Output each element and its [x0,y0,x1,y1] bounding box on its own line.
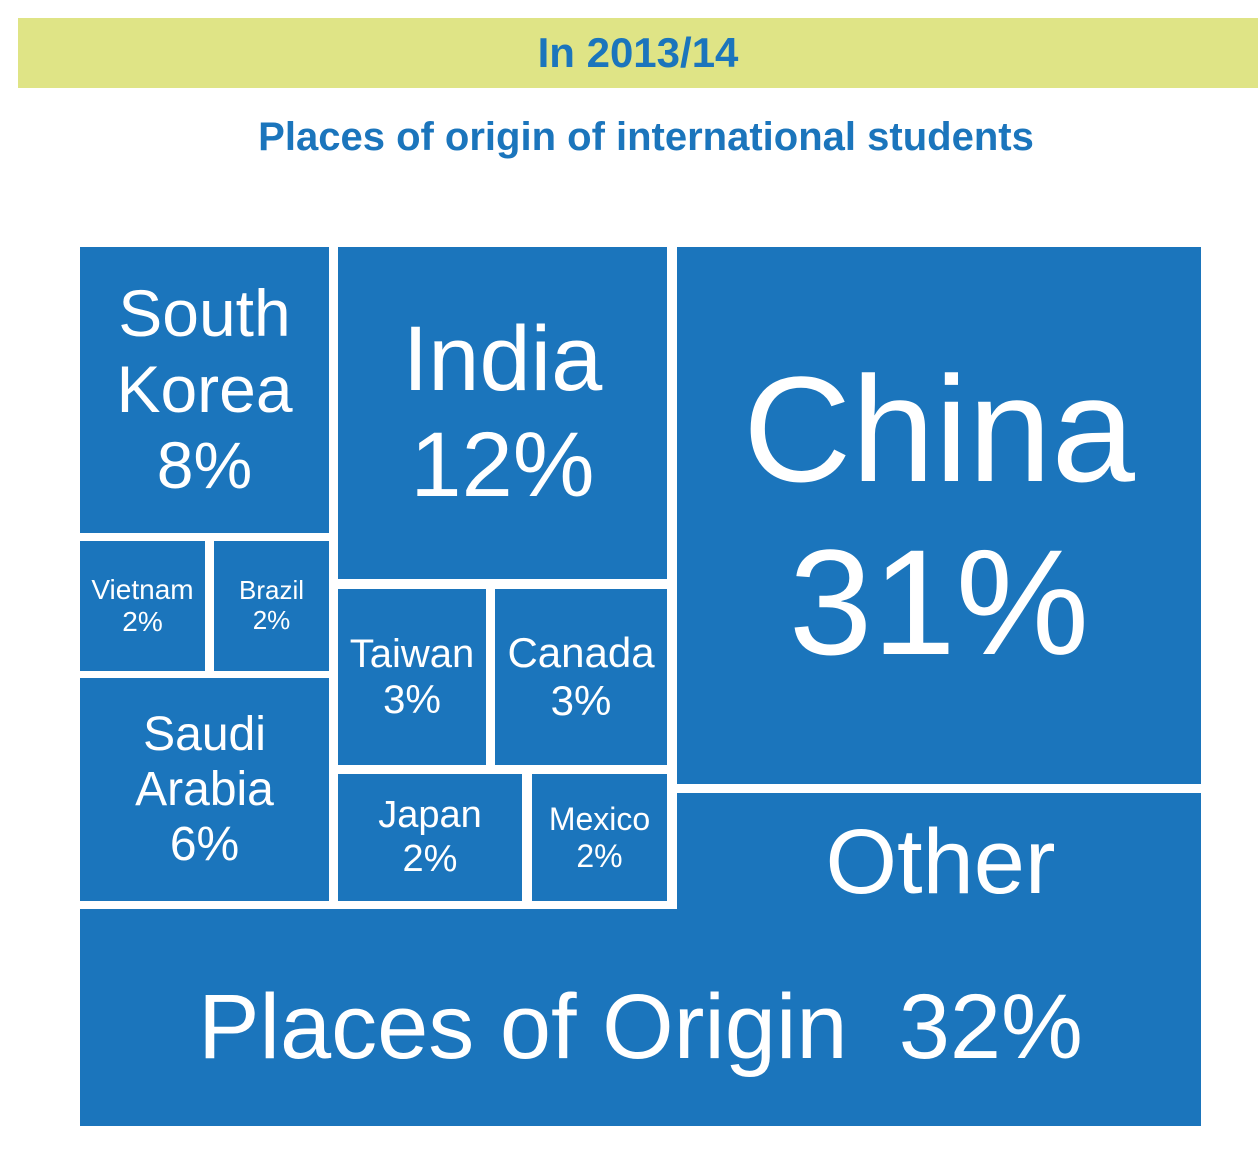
tile [338,247,667,579]
tile [80,793,1201,1126]
chart-subtitle: Places of origin of international studen… [258,115,1034,159]
tile-label: China 31% [677,247,1201,784]
tile-label: Mexico 2% [532,774,667,901]
tile-name: Taiwan [349,632,475,676]
tile-name: Saudi Arabia [135,707,274,816]
tile-value: 31% [788,517,1090,686]
tile-value: 6% [169,818,240,872]
tile-value: 2% [402,837,458,880]
tile [338,774,522,901]
tile-value: 3% [550,677,612,724]
tile-value: 2% [576,837,623,874]
tile-label: Vietnam 2% [80,541,205,671]
tile-value: 8% [156,427,253,502]
tile-name: Canada [507,628,655,676]
tile [495,589,667,765]
tile [80,247,329,533]
tile-name: Japan [378,793,482,836]
chart-title: In 2013/14 [537,29,739,76]
tile-label: India 12% [338,247,667,579]
tile [532,774,667,901]
tile-label: South Korea 8% [80,247,329,533]
tile-name: South Korea [116,276,293,427]
tile-name: Brazil [238,575,304,606]
tile-name: India [402,308,603,411]
tile [214,541,329,671]
tile-value: 3% [383,678,441,722]
tile-label: Japan 2% [338,774,522,901]
tile [677,247,1201,784]
tile-label: Taiwan 3% [338,589,486,765]
tile-label: Saudi Arabia 6% [80,678,329,901]
tile-label: Canada 3% [495,589,667,765]
tile-name: Other Places of Origin [198,811,1056,1078]
tile [80,541,205,671]
tile-label: Other Places of Origin 32% [80,780,1201,1126]
tile-value: 12% [410,414,595,516]
tile-value: 2% [122,606,163,637]
tile-name: Mexico [548,800,651,837]
tile-value: 32% [898,976,1083,1078]
tile-name: China [743,345,1135,513]
tile [80,678,329,901]
title-band: In 2013/14 [18,18,1258,88]
tile-value: 2% [252,605,291,635]
tile [338,589,486,765]
tile-name: Vietnam [91,573,194,605]
tile-label: Brazil 2% [214,541,329,671]
